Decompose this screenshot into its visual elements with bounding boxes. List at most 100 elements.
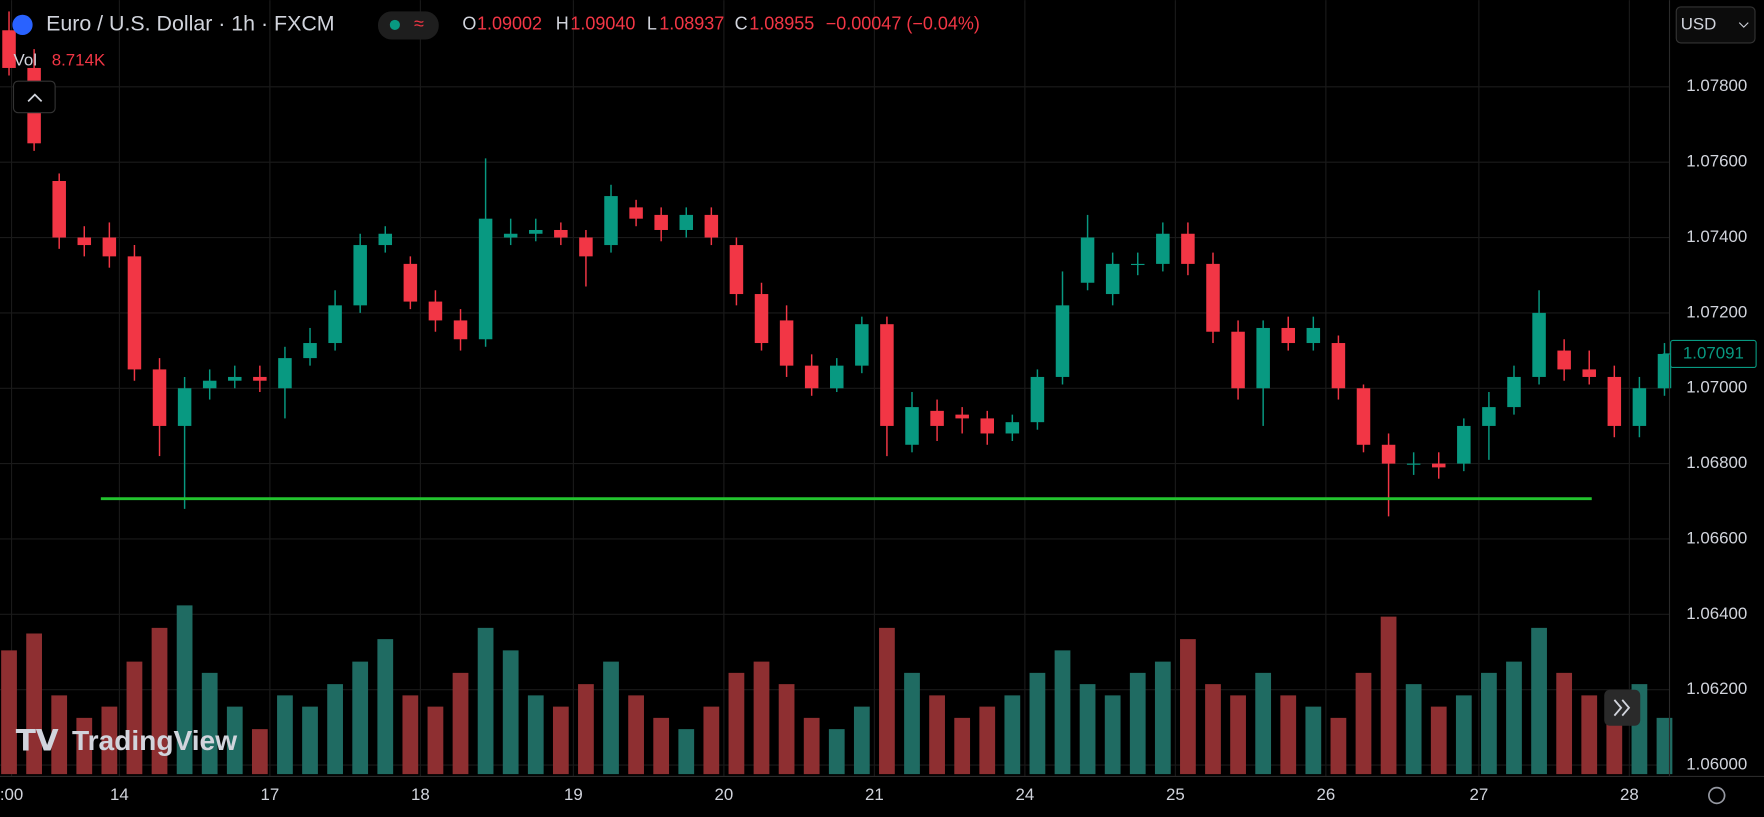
candle-body [1482,407,1496,426]
volume-bar [1129,672,1146,775]
volume-bar [1355,672,1372,775]
candle-body [503,233,518,238]
volume-bar [502,650,519,775]
volume-bar [427,706,444,775]
volume-bar [1380,616,1397,775]
volume-value: 8.714K [52,50,106,69]
y-tick-label: 1.06600 [1686,528,1747,547]
volume-bar [603,661,619,775]
candle-body [102,237,117,257]
currency-label: USD [1681,14,1717,33]
volume-bar [1029,672,1046,775]
candle-body [1306,327,1321,344]
volume-bar [1556,672,1573,775]
volume-bar [678,729,695,775]
volume-bar [51,695,68,775]
candle-body [378,233,393,246]
candle-body [1507,376,1521,408]
candle-body [1532,312,1546,377]
volume-bar [26,633,42,775]
x-tick-label: 18 [411,785,430,804]
candle-body [353,245,367,306]
x-tick-label: 28 [1620,785,1639,804]
candle-body [278,358,292,389]
candle-body [52,180,66,238]
candle-body [1005,422,1020,434]
volume-bar [126,661,143,775]
logo-mark: 𝗧𝗩 [16,725,59,757]
collapse-icon [27,93,43,102]
symbol-title[interactable]: Euro / U.S. Dollar · 1h · FXCM [46,12,334,36]
status-pill[interactable] [378,11,439,40]
candle-body [1607,376,1622,426]
candle-body [1632,388,1647,426]
settings-button[interactable] [1708,786,1726,805]
candle-body [729,245,744,295]
volume-bar [828,729,845,775]
candle-body [77,237,92,246]
volume-bar [176,605,193,775]
candle-body [629,207,643,219]
candle-body [403,263,418,302]
candle-body [2,30,16,68]
candle-body [478,218,493,340]
change-value: −0.00047 (−0.04%) [826,14,980,34]
market-status [389,19,400,30]
last-price-box [1670,339,1757,369]
volume-bar [1581,695,1598,775]
volume-bar [929,695,945,775]
volume-label: Vol [14,50,37,69]
candle-body [202,380,217,389]
volume-bar [327,684,343,775]
y-tick-label: 1.07400 [1686,227,1747,246]
collapse-button[interactable] [12,80,56,114]
candle-body [579,237,593,257]
candle-body [303,343,317,359]
candle-body [177,388,192,426]
candle-body [955,414,969,419]
x-tick-label: 20 [715,785,734,804]
volume-bar [251,729,268,775]
candle-body [930,410,944,426]
open-value: 1.09002 [477,14,542,34]
currency-caret [1738,22,1749,28]
volume-bar [1154,661,1171,775]
candle-body [554,229,568,238]
low-label: L [647,14,657,34]
x-tick-label: 19 [564,785,583,804]
candle-body [1431,463,1446,468]
volume-bar [1506,661,1522,775]
candle-body [830,365,844,389]
volume-bar [728,672,745,775]
y-tick-label: 1.07000 [1686,378,1747,397]
volume-bar [352,661,369,775]
volume-bar [879,627,895,775]
candle-body [1181,233,1195,264]
volume-bar [628,695,644,775]
volume-bar [853,706,870,775]
candle-body [1657,353,1672,389]
candle-body [1105,263,1120,295]
brand-logo: TradingView [72,725,237,756]
volume-bar [1531,627,1547,775]
candle-body [1557,350,1571,370]
candle-body [905,407,919,445]
y-tick-label: 1.06400 [1686,604,1747,623]
y-tick-label: 1.07800 [1686,76,1747,95]
candle-body [1381,444,1396,464]
volume-bar [527,695,544,775]
x-tick-label: 27 [1469,785,1488,804]
x-tick-label: 21 [865,785,884,804]
volume-bar [477,627,494,775]
volume-bar [402,695,419,775]
candle-body [328,305,342,344]
volume-bar [1430,706,1447,775]
currency-select[interactable] [1675,6,1756,44]
low-value: 1.08937 [659,14,724,34]
candle-body [1256,327,1270,389]
candle-body [1055,305,1070,377]
candle-body [1206,263,1220,332]
candle-body [1457,425,1471,464]
candle-body [679,214,694,230]
